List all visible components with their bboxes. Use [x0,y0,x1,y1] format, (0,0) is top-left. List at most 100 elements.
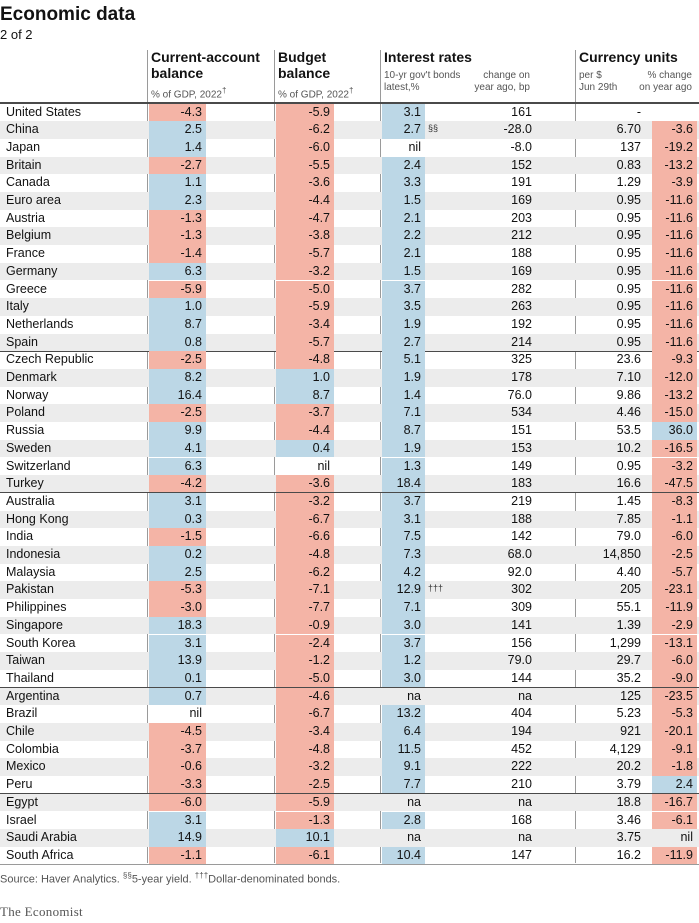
cell-change: 151 [511,423,532,438]
group-divider [0,492,699,494]
cell-rate: 10.4 [382,846,425,865]
note1-mark: §§ [122,871,132,880]
cell-rate: 3.0 [382,616,425,635]
cell-rate: 7.1 [382,404,425,423]
table-row: Czech Republic -2.5 -4.8 5.1 325 23.6 -9.3 [0,351,699,369]
table-row: Israel 3.1 -1.3 2.8 168 3.46 -6.1 [0,811,699,830]
cell-fxchg: -6.0 [652,652,697,670]
country-name: Spain [6,334,38,349]
cell-change: 144 [511,670,532,685]
cell-change: 68.0 [507,547,532,561]
cell-budget: -2.4 [276,634,334,653]
cell-fx: 1,299 [609,635,641,650]
cell-fx: 3.79 [616,777,641,792]
country-name: Turkey [6,476,44,491]
cell-budget: -5.9 [276,793,334,812]
cell-change: -28.0 [503,122,533,137]
interest-bonds-subheader: 10-yr gov't bonds latest,% [384,70,460,94]
cell-change: na [518,830,532,845]
country-name: Singapore [6,617,63,632]
cell-change: 219 [511,493,532,508]
interest-change-sub-line2: year ago, bp [474,82,530,93]
cell-budget: -6.0 [276,138,334,157]
cell-ca: 3.1 [149,634,206,653]
cell-ca: 4.1 [149,439,206,458]
cell-fxchg: -3.6 [652,121,697,139]
cell-budget: -3.4 [276,315,334,334]
cell-ca: -2.5 [149,404,206,423]
cell-rate: 1.9 [382,369,425,387]
budget-subheader: % of GDP, 2022† [278,85,353,101]
cell-rate: 3.5 [382,298,425,316]
cell-fx: 53.5 [616,423,641,438]
cell-rate: 3.7 [382,634,425,653]
cell-change: 153 [511,440,532,455]
source-text: Source: Haver Analytics. [0,873,120,886]
cell-fxchg [652,104,697,122]
cell-budget: -0.9 [276,616,334,635]
cell-rate: 2.1 [382,245,425,263]
cell-ca: 8.7 [149,315,206,334]
interest-change-subheader: change on year ago, bp [474,70,530,94]
cell-fxchg: -13.2 [652,156,697,175]
cell-rate: 1.5 [382,262,425,281]
cell-change: 282 [511,281,532,296]
table-row: Greece -5.9 -5.0 3.7 282 0.95 -11.6 [0,280,699,299]
country-name: Indonesia [6,547,61,561]
chart-subtitle: 2 of 2 [0,27,33,42]
country-name: Denmark [6,370,57,384]
country-name: Chile [6,724,35,738]
cell-fxchg: -13.2 [652,386,697,405]
cell-budget: -6.6 [276,528,334,546]
budget-title-line1: Budget [278,49,327,65]
cell-rate: 3.1 [382,103,425,122]
currency-units-header: Currency units [579,49,678,65]
table-row: Egypt -6.0 -5.9 na na 18.8 -16.7 [0,793,699,812]
cell-budget: -3.2 [276,492,334,511]
cell-budget: -5.7 [276,333,334,352]
currency-perdollar-subheader: per $ Jun 29th [579,70,617,94]
table-row: Switzerland 6.3 nil 1.3 149 0.95 -3.2 [0,457,699,476]
cell-fx: 0.95 [616,228,641,243]
cell-budget: -7.1 [276,581,334,600]
cell-ca: 0.3 [149,510,206,529]
budget-sub-mark: † [348,86,354,95]
footer-rule [0,864,699,865]
cell-fxchg: -11.6 [652,315,697,334]
country-name: Taiwan [6,653,45,668]
country-name: Netherlands [6,316,74,331]
country-name: Pakistan [6,582,54,597]
cell-rate: 4.2 [382,563,425,582]
interest-change-sub-line1: change on [483,70,530,81]
country-name: Belgium [6,228,52,243]
cell-change: 212 [511,228,532,243]
cell-change: na [518,688,532,703]
cell-budget: -3.2 [276,758,334,777]
cell-fxchg: -11.6 [652,333,697,352]
cell-rate: 1.2 [382,652,425,670]
cell-fx: 18.8 [616,794,641,809]
chart-title: Economic data [0,4,136,25]
cell-budget: -2.5 [276,776,334,794]
table-row: Euro area 2.3 -4.4 1.5 169 0.95 -11.6 [0,192,699,210]
country-name: Australia [6,493,55,508]
table-row: Thailand 0.1 -5.0 3.0 144 35.2 -9.0 [0,669,699,688]
cell-ca: -3.7 [149,740,206,759]
country-name: Brazil [6,706,38,721]
cell-rate: 6.4 [382,723,425,741]
interest-bonds-sub-line2: latest,% [384,82,420,93]
cell-fxchg: -9.0 [652,669,697,688]
cell-ca: 2.5 [149,563,206,582]
cell-change: 156 [511,635,532,650]
budget-sub-text: % of GDP, 2022 [278,89,349,101]
cell-ca: 2.5 [149,121,206,139]
table-row: France -1.4 -5.7 2.1 188 0.95 -11.6 [0,245,699,263]
cell-fxchg: -11.9 [652,846,697,865]
cell-fxchg: nil [680,830,693,845]
cell-ca: 0.1 [149,669,206,688]
country-name: Argentina [6,688,60,703]
cell-ca: 3.1 [149,811,206,830]
country-name: Philippines [6,600,67,615]
cell-ca: nil [189,706,202,721]
cell-change: 188 [511,511,532,526]
